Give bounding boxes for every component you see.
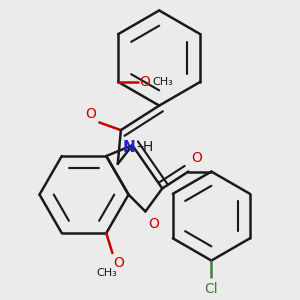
Text: O: O [139, 75, 150, 89]
Text: CH₃: CH₃ [153, 77, 173, 87]
Text: O: O [191, 152, 202, 165]
Text: Cl: Cl [205, 282, 218, 296]
Text: N: N [122, 140, 135, 154]
Text: O: O [85, 107, 96, 121]
Text: CH₃: CH₃ [96, 268, 117, 278]
Text: O: O [113, 256, 124, 270]
Text: O: O [148, 217, 159, 231]
Text: –H: –H [136, 140, 153, 154]
